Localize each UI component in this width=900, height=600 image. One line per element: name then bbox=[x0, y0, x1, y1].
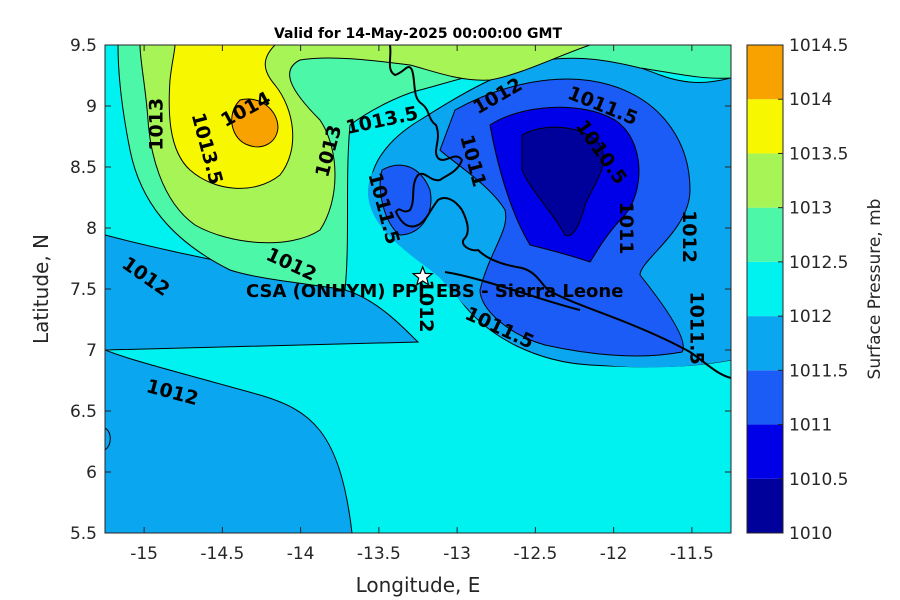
colorbar-swatch bbox=[747, 316, 783, 371]
x-tick-label: -13.5 bbox=[357, 544, 401, 564]
colorbar-label: Surface Pressure, mb bbox=[865, 199, 885, 380]
y-tick-label: 6.5 bbox=[70, 402, 97, 422]
x-axis-label: Longitude, E bbox=[356, 573, 481, 597]
coastline bbox=[388, 45, 731, 379]
pressure-band-1011-west bbox=[379, 164, 432, 236]
x-tick-label: -15 bbox=[130, 544, 158, 564]
colorbar-tick-label: 1013 bbox=[789, 199, 832, 219]
x-tick-label: -11.5 bbox=[670, 544, 714, 564]
contour-label: 1012 bbox=[415, 280, 437, 333]
colorbar-swatch bbox=[747, 478, 783, 533]
coastline-south bbox=[444, 271, 581, 311]
site-label: CSA (ONHYM) PPL EBS - Sierra Leone bbox=[246, 281, 623, 302]
colorbar-swatch bbox=[747, 261, 783, 317]
y-axis-label: Latitude, N bbox=[29, 234, 53, 344]
y-tick-label: 9 bbox=[86, 97, 97, 117]
colorbar: 1010 1010.5 1011 1011.5 1012 1012.5 1013 1013.5… bbox=[746, 36, 848, 544]
colorbar-swatch bbox=[747, 99, 783, 154]
x-ticks: -15 -14.5 -14 -13.5 -13 -12.5 -12 -11.5 bbox=[130, 45, 714, 564]
chart-title: Valid for 14-May-2025 00:00:00 GMT bbox=[274, 26, 562, 42]
x-tick-label: -12.5 bbox=[513, 544, 557, 564]
colorbar-frame bbox=[746, 44, 784, 534]
colorbar-tick-label: 1011 bbox=[789, 416, 832, 436]
site-star-icon bbox=[411, 265, 434, 287]
x-tick-label: -14.5 bbox=[200, 544, 244, 564]
colorbar-tick-label: 1012 bbox=[789, 307, 832, 327]
colorbar-swatch bbox=[747, 45, 783, 100]
x-tick-label: -14 bbox=[287, 544, 315, 564]
colorbar-tick-label: 1010.5 bbox=[789, 470, 848, 490]
y-tick-label: 9.5 bbox=[70, 36, 97, 56]
x-tick-label: -13 bbox=[443, 544, 471, 564]
colorbar-tick-label: 1014 bbox=[789, 90, 832, 110]
pressure-band-1014 bbox=[231, 98, 279, 148]
contour-label: 1011.5 bbox=[686, 291, 708, 364]
colorbar-tick-label: 1014.5 bbox=[789, 36, 848, 56]
y-tick-label: 7 bbox=[86, 341, 97, 361]
colorbar-tick-label: 1013.5 bbox=[789, 144, 848, 164]
colorbar-swatch bbox=[747, 153, 783, 208]
colorbar-swatch bbox=[747, 370, 783, 425]
y-ticks: 5.5 6 6.5 7 7.5 8 8.5 9 9.5 bbox=[70, 36, 731, 544]
pressure-band-1010 bbox=[521, 126, 605, 237]
contour-label: 1013 bbox=[146, 98, 168, 151]
map-plot-area bbox=[105, 45, 731, 533]
pressure-band-1013-5 bbox=[168, 45, 294, 189]
x-tick-label: -12 bbox=[600, 544, 628, 564]
colorbar-swatch bbox=[747, 424, 783, 479]
y-tick-label: 6 bbox=[86, 463, 97, 483]
y-tick-label: 7.5 bbox=[70, 280, 97, 300]
colorbar-tick-label: 1011.5 bbox=[789, 361, 848, 381]
contour-label: 1012 bbox=[678, 210, 700, 263]
colorbar-swatch bbox=[747, 207, 783, 262]
y-tick-label: 8.5 bbox=[70, 158, 97, 178]
colorbar-tick-label: 1010 bbox=[789, 524, 832, 544]
contour-label: 1011 bbox=[615, 202, 637, 255]
y-tick-label: 5.5 bbox=[70, 524, 97, 544]
colorbar-tick-label: 1012.5 bbox=[789, 253, 848, 273]
y-tick-label: 8 bbox=[86, 219, 97, 239]
